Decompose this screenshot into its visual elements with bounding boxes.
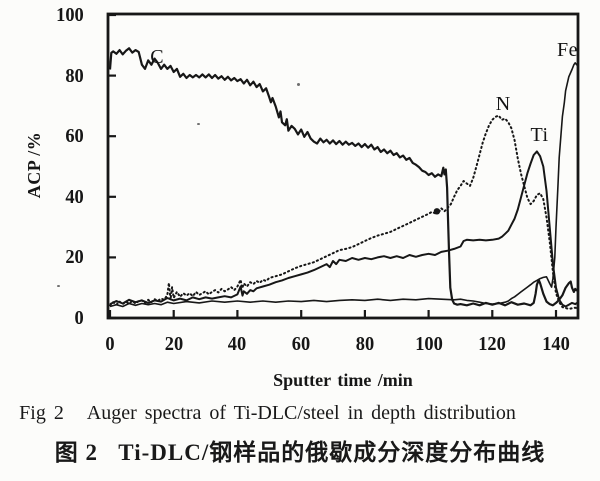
curve-Fe [109, 62, 578, 308]
figure-caption-chinese: 图 2 Ti-DLC/钢样品的俄歇成分深度分布曲线 [54, 440, 546, 465]
plot-frame [106, 12, 580, 320]
curve-N [109, 114, 579, 310]
y-tick-label-40: 40 [65, 185, 84, 208]
auger-depth-profile-chart: 0 20 40 60 80 100 120 140 0 20 40 60 80 100 Fe N Ti C AC… [24, 4, 580, 390]
figure-caption-english: Fig 2 Auger spectra of Ti-DLC/steel in d… [19, 402, 516, 424]
series-label-N: N [495, 93, 511, 116]
series-label-Ti: Ti [530, 123, 549, 146]
y-tick-label-20: 20 [65, 246, 84, 269]
y-axis-title: ACP /% [24, 131, 44, 199]
x-tick-label-20: 20 [164, 333, 183, 355]
x-tick-label-0: 0 [105, 333, 115, 355]
y-tick-label-60: 60 [65, 125, 84, 148]
series-label-Fe: Fe [557, 38, 578, 61]
x-tick-label-140: 140 [542, 333, 570, 355]
curve-Ti [109, 150, 578, 308]
curve-C [108, 47, 578, 307]
x-tick-label-80: 80 [355, 333, 375, 355]
x-tick-label-100: 100 [414, 333, 443, 355]
x-tick-label-60: 60 [291, 333, 311, 355]
x-tick-label-40: 40 [228, 333, 247, 355]
scan-speck [197, 123, 200, 125]
x-tick-label-120: 120 [478, 333, 507, 355]
print-artifact-blob [433, 208, 441, 215]
scan-speck [297, 83, 300, 86]
y-tick-label-0: 0 [74, 307, 84, 329]
series-label-C: C [150, 46, 165, 69]
y-tick-label-80: 80 [65, 64, 84, 87]
chart-canvas [106, 12, 580, 320]
y-tick-label-100: 100 [56, 4, 84, 26]
scan-speck [57, 285, 60, 287]
x-axis-title: Sputter time /min [273, 370, 413, 390]
